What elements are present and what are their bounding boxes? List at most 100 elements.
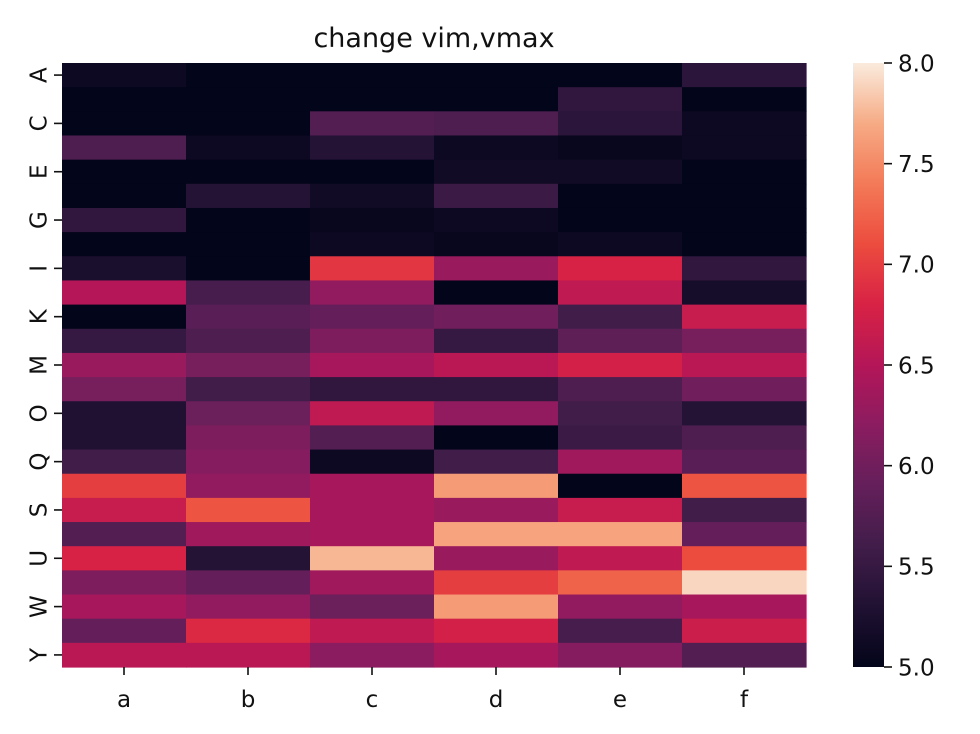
heatmap-cell bbox=[558, 183, 683, 209]
heatmap-cell bbox=[62, 135, 187, 161]
heatmap-cell bbox=[186, 87, 311, 112]
heatmap-cell bbox=[434, 111, 559, 137]
heatmap-cell bbox=[186, 280, 311, 306]
heatmap-cell bbox=[682, 594, 807, 620]
heatmap-cell bbox=[62, 328, 187, 354]
heatmap-cell bbox=[186, 207, 311, 233]
heatmap-cell bbox=[558, 497, 683, 523]
heatmap-cell bbox=[62, 546, 187, 571]
heatmap-cell bbox=[62, 594, 187, 620]
heatmap-cell bbox=[62, 111, 187, 137]
heatmap-cell bbox=[558, 642, 683, 668]
x-tick-label: e bbox=[613, 687, 627, 713]
colorbar-tick-label: 7.0 bbox=[898, 253, 935, 279]
heatmap-cell bbox=[682, 232, 807, 257]
y-tick-label: E bbox=[26, 164, 52, 179]
heatmap-cell bbox=[186, 401, 311, 426]
heatmap-cell bbox=[186, 232, 311, 257]
heatmap-cell bbox=[434, 135, 559, 161]
heatmap-cell bbox=[558, 232, 683, 257]
y-tick-label: G bbox=[26, 211, 52, 229]
heatmap-cell bbox=[434, 570, 559, 596]
heatmap-cell bbox=[682, 522, 807, 547]
heatmap-cell bbox=[434, 232, 559, 257]
heatmap-cell bbox=[62, 473, 187, 499]
heatmap-cell bbox=[62, 352, 187, 378]
y-tick-label: A bbox=[26, 67, 52, 83]
heatmap-cell bbox=[186, 570, 311, 596]
heatmap-cell bbox=[310, 377, 435, 402]
heatmap-cell bbox=[186, 328, 311, 354]
heatmap-cell bbox=[310, 570, 435, 596]
heatmap-cell bbox=[682, 425, 807, 451]
heatmap-cell bbox=[682, 183, 807, 209]
heatmap-cell bbox=[682, 111, 807, 137]
heatmap-cell bbox=[434, 497, 559, 523]
x-tick-label: a bbox=[117, 687, 131, 713]
heatmap-cell bbox=[310, 328, 435, 354]
x-tick-label: f bbox=[740, 687, 749, 713]
colorbar-tick-label: 6.5 bbox=[898, 353, 935, 379]
heatmap-cell bbox=[682, 642, 807, 668]
colorbar-axis: 5.0 5.5 6.0 6.5 7.0 7.5 8.0 bbox=[884, 51, 935, 681]
y-axis: A C E G I K M O Q S U W Y bbox=[26, 67, 62, 663]
y-tick-label: I bbox=[26, 265, 52, 272]
heatmap-cell bbox=[682, 401, 807, 426]
colorbar-tick-label: 5.0 bbox=[898, 655, 935, 681]
heatmap-cell bbox=[310, 497, 435, 523]
heatmap-cell bbox=[434, 377, 559, 402]
heatmap-cell bbox=[310, 425, 435, 451]
heatmap-cell bbox=[682, 256, 807, 282]
chart-title: change vim,vmax bbox=[313, 23, 554, 54]
heatmap-cell bbox=[558, 377, 683, 402]
y-tick-label: K bbox=[26, 308, 52, 324]
heatmap-cell bbox=[186, 522, 311, 547]
heatmap-cell bbox=[682, 135, 807, 161]
heatmap-cell bbox=[682, 546, 807, 571]
heatmap-cell bbox=[186, 377, 311, 402]
y-tick-label: Q bbox=[26, 453, 52, 471]
heatmap-cell bbox=[682, 352, 807, 378]
heatmap-cell bbox=[682, 449, 807, 475]
heatmap-cell bbox=[62, 87, 187, 112]
heatmap-cell bbox=[310, 546, 435, 571]
y-tick-label: C bbox=[26, 115, 52, 131]
heatmap-cell bbox=[310, 280, 435, 306]
heatmap-cell bbox=[682, 473, 807, 499]
y-tick-label: W bbox=[26, 595, 52, 618]
heatmap-cell bbox=[434, 256, 559, 282]
x-axis: a b c d e f bbox=[117, 667, 749, 713]
heatmap-cell bbox=[682, 328, 807, 354]
heatmap-cell bbox=[310, 111, 435, 137]
x-tick-label: d bbox=[489, 687, 504, 713]
heatmap-cell bbox=[310, 522, 435, 547]
heatmap-cell bbox=[62, 401, 187, 426]
heatmap-cell bbox=[186, 497, 311, 523]
heatmap-cell bbox=[682, 497, 807, 523]
heatmap-cell bbox=[558, 522, 683, 547]
heatmap-cell bbox=[434, 304, 559, 330]
heatmap-cell bbox=[186, 63, 311, 88]
heatmap-cell bbox=[558, 304, 683, 330]
heatmap-cell bbox=[558, 159, 683, 185]
heatmap-cell bbox=[186, 135, 311, 161]
heatmap-cell bbox=[62, 425, 187, 451]
heatmap-cell bbox=[434, 352, 559, 378]
heatmap-cell bbox=[186, 183, 311, 209]
heatmap-cell bbox=[434, 401, 559, 426]
heatmap-cell bbox=[434, 473, 559, 499]
heatmap-cell bbox=[434, 183, 559, 209]
x-tick-label: b bbox=[241, 687, 256, 713]
heatmap-cell bbox=[186, 425, 311, 451]
colorbar bbox=[853, 63, 884, 667]
heatmap-cell bbox=[434, 449, 559, 475]
heatmap-cell bbox=[310, 449, 435, 475]
heatmap-cell bbox=[434, 425, 559, 451]
heatmap-cell bbox=[186, 304, 311, 330]
heatmap-cell bbox=[310, 207, 435, 233]
colorbar-tick-label: 6.0 bbox=[898, 454, 935, 480]
y-tick-label: S bbox=[26, 503, 52, 518]
heatmap-cell bbox=[310, 618, 435, 644]
heatmap-cell bbox=[62, 159, 187, 185]
